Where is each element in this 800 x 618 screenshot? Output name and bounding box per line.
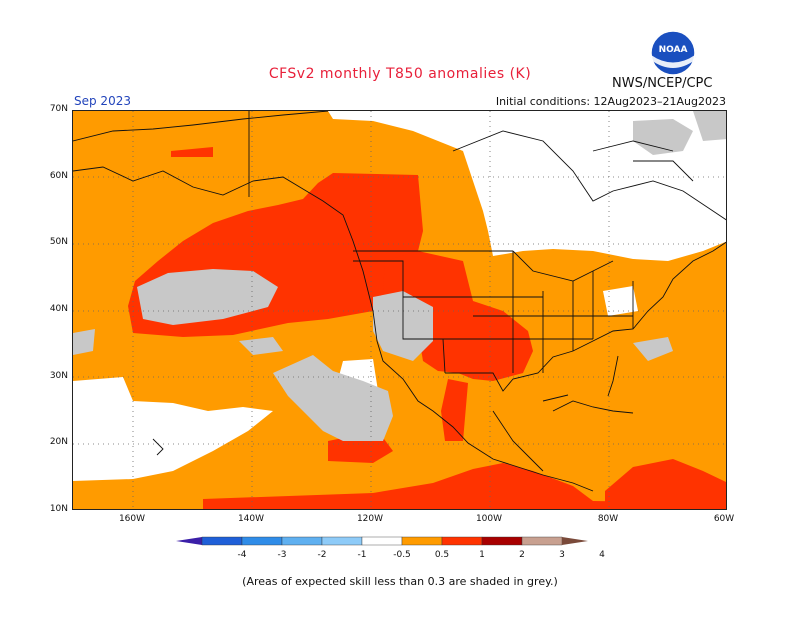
lat-label: 10N xyxy=(49,504,68,514)
colorbar-arrow-left xyxy=(176,537,202,545)
lon-label: 60W xyxy=(713,514,735,524)
lat-label: 20N xyxy=(49,437,68,447)
map-svg xyxy=(73,111,726,509)
colorbar-arrow-right xyxy=(562,537,588,545)
colorbar-tick-label: -4 xyxy=(238,550,247,560)
logo-text: NOAA xyxy=(659,45,688,55)
noaa-logo: NOAA xyxy=(650,30,696,76)
footnote: (Areas of expected skill less than 0.3 a… xyxy=(242,575,558,588)
coastlines xyxy=(73,111,726,492)
colorbar-tick-label: 2 xyxy=(519,550,525,560)
colorbar-tick-label: -0.5 xyxy=(393,550,411,560)
initial-conditions: Initial conditions: 12Aug2023–21Aug2023 xyxy=(495,95,726,108)
colorbar-tick-label: 1 xyxy=(479,550,485,560)
graticule xyxy=(73,111,726,509)
colorbar-tick-label: 0.5 xyxy=(435,550,449,560)
lat-label: 40N xyxy=(49,304,68,314)
colorbar-tick-label: -1 xyxy=(358,550,367,560)
lon-label: 160W xyxy=(118,514,146,524)
colorbar-segment xyxy=(521,536,563,546)
lat-label: 60N xyxy=(49,171,68,181)
colorbar-tick-label: 4 xyxy=(599,550,605,560)
colorbar: -4 -3 -2 -1 -0.5 0.5 1 2 3 4 xyxy=(172,535,632,567)
colorbar-segment xyxy=(321,536,363,546)
colorbar-segment xyxy=(241,536,283,546)
anomaly-map xyxy=(72,110,727,510)
lon-label: 80W xyxy=(597,514,619,524)
colorbar-tick-label: -2 xyxy=(318,550,327,560)
lat-label: 30N xyxy=(49,371,68,381)
lon-label: 120W xyxy=(356,514,384,524)
colorbar-segment xyxy=(201,536,243,546)
month-label: Sep 2023 xyxy=(74,94,131,108)
colorbar-segment xyxy=(361,536,403,546)
colorbar-segment xyxy=(481,536,523,546)
lat-label: 50N xyxy=(49,237,68,247)
low-skill-regions xyxy=(73,111,726,441)
colorbar-tick-label: -3 xyxy=(278,550,287,560)
chart-title: CFSv2 monthly T850 anomalies (K) xyxy=(268,66,532,82)
colorbar-segment xyxy=(441,536,483,546)
agency-label: NWS/NCEP/CPC xyxy=(612,76,713,91)
colorbar-tick-label: 3 xyxy=(559,550,565,560)
lat-label: 70N xyxy=(49,104,68,114)
colorbar-segment xyxy=(401,536,443,546)
lon-label: 100W xyxy=(475,514,503,524)
colorbar-segment xyxy=(281,536,323,546)
lon-label: 140W xyxy=(237,514,265,524)
colorbar-svg: -4 -3 -2 -1 -0.5 0.5 1 2 3 4 xyxy=(176,536,605,560)
